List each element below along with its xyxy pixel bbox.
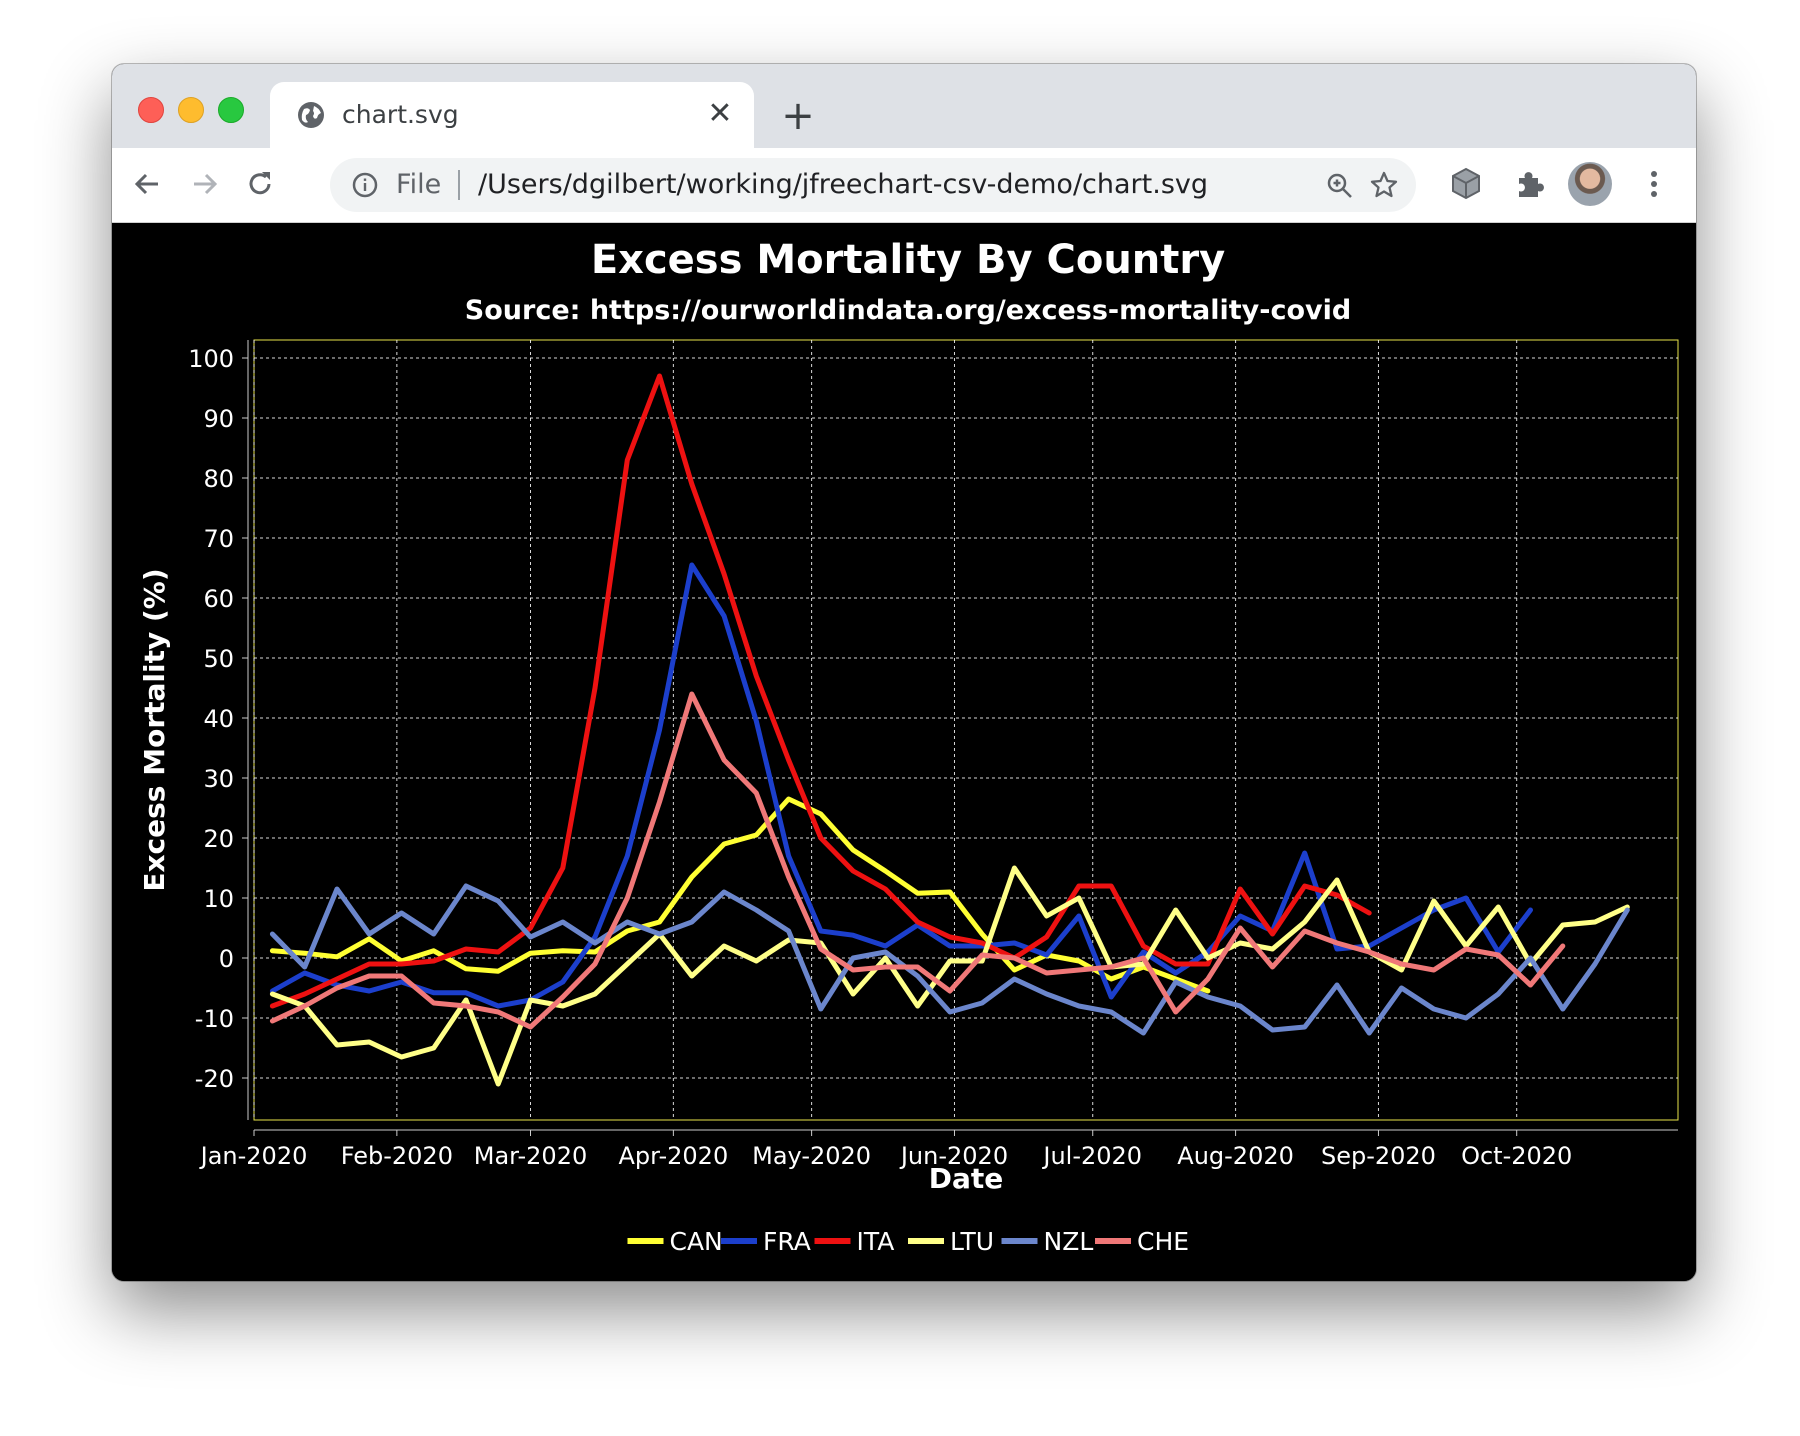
legend-item-nzl: NZL	[1001, 1227, 1094, 1256]
x-tick-label: Aug-2020	[1177, 1142, 1294, 1170]
legend-label: CAN	[670, 1227, 723, 1256]
avatar[interactable]	[1568, 162, 1612, 206]
y-tick-label: 80	[203, 465, 234, 493]
legend-item-can: CAN	[627, 1227, 723, 1256]
y-tick-label: 70	[203, 525, 234, 553]
star-icon[interactable]	[1368, 169, 1400, 201]
legend-label: CHE	[1137, 1227, 1189, 1256]
cube-icon[interactable]	[1446, 164, 1486, 204]
tab-strip: chart.svg ✕ +	[112, 64, 1696, 148]
browser-window: chart.svg ✕ + File /Users/dgilbert/worki…	[112, 64, 1696, 1281]
info-icon[interactable]	[350, 170, 380, 200]
back-icon[interactable]	[128, 164, 168, 204]
x-tick-label: Feb-2020	[341, 1142, 453, 1170]
globe-icon	[298, 102, 324, 128]
address-bar[interactable]: File /Users/dgilbert/working/jfreechart-…	[330, 158, 1416, 212]
reload-icon[interactable]	[240, 164, 280, 204]
legend-item-ltu: LTU	[908, 1227, 994, 1256]
tab-close-icon[interactable]: ✕	[707, 96, 733, 131]
chart-svg: Excess Mortality By Country Source: http…	[138, 237, 1679, 1256]
tab-chart-svg[interactable]: chart.svg ✕	[270, 82, 754, 148]
x-tick-label: Oct-2020	[1461, 1142, 1572, 1170]
legend-label: NZL	[1044, 1227, 1094, 1256]
x-tick-label: Sep-2020	[1321, 1142, 1436, 1170]
zoom-icon[interactable]	[1324, 170, 1356, 202]
minimize-window-button[interactable]	[178, 97, 204, 123]
series-line-che	[269, 691, 1566, 1030]
y-tick-label: 10	[203, 885, 234, 913]
chart-area: Excess Mortality By Country Source: http…	[112, 223, 1696, 1281]
x-axis-label: Date	[929, 1162, 1004, 1195]
chart-title: Excess Mortality By Country	[591, 237, 1225, 283]
x-tick-label: Mar-2020	[474, 1142, 587, 1170]
legend-item-ita: ITA	[814, 1227, 895, 1256]
new-tab-button[interactable]: +	[781, 93, 815, 139]
x-tick-label: Jan-2020	[199, 1142, 308, 1170]
url-text[interactable]: /Users/dgilbert/working/jfreechart-csv-d…	[478, 169, 1209, 200]
x-tick-label: May-2020	[752, 1142, 871, 1170]
y-tick-label: -20	[195, 1065, 234, 1093]
browser-toolbar: File /Users/dgilbert/working/jfreechart-…	[112, 148, 1696, 223]
series-line-fra	[269, 562, 1533, 1009]
y-tick-label: 60	[203, 585, 234, 613]
legend-item-che: CHE	[1095, 1227, 1189, 1256]
legend-label: FRA	[763, 1227, 811, 1256]
legend-label: ITA	[857, 1227, 895, 1256]
series-line-ita	[269, 373, 1372, 1009]
menu-icon[interactable]	[1634, 164, 1674, 204]
x-tick-label: Jul-2020	[1041, 1142, 1142, 1170]
y-tick-label: -10	[195, 1005, 234, 1033]
y-tick-label: 30	[203, 765, 234, 793]
y-axis-label: Excess Mortality (%)	[138, 568, 171, 891]
close-window-button[interactable]	[138, 97, 164, 123]
maximize-window-button[interactable]	[218, 97, 244, 123]
forward-icon[interactable]	[184, 164, 224, 204]
x-tick-label: Jun-2020	[899, 1142, 1008, 1170]
tab-title: chart.svg	[342, 100, 459, 129]
series-line-can	[269, 796, 1211, 994]
chart-subtitle: Source: https://ourworldindata.org/exces…	[465, 295, 1351, 326]
series-line-ltu	[269, 865, 1630, 1087]
y-tick-label: 100	[188, 345, 234, 373]
legend-item-fra: FRA	[721, 1227, 811, 1256]
x-tick-label: Apr-2020	[618, 1142, 728, 1170]
address-separator	[458, 170, 460, 200]
legend-label: LTU	[950, 1227, 994, 1256]
series-line-nzl	[269, 883, 1630, 1036]
file-label: File	[396, 169, 442, 200]
y-tick-label: 40	[203, 705, 234, 733]
puzzle-icon[interactable]	[1510, 164, 1550, 204]
y-tick-label: 20	[203, 825, 234, 853]
y-tick-label: 0	[219, 945, 234, 973]
y-tick-label: 90	[203, 405, 234, 433]
y-tick-label: 50	[203, 645, 234, 673]
